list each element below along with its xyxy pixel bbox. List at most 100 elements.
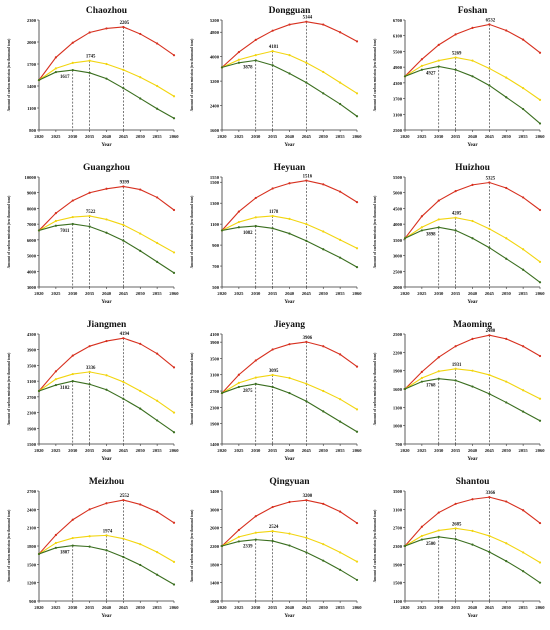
chart-title: Qingyuan	[269, 477, 310, 487]
data-point	[322, 23, 325, 26]
chart-title: Foshan	[458, 6, 488, 16]
y-axis-label: Amount of carbon emission (ten thousand …	[190, 509, 194, 582]
y-tick-label: 900	[29, 599, 37, 604]
data-point	[454, 379, 457, 382]
x-tick-label: 2045	[119, 134, 129, 139]
data-point	[437, 43, 440, 46]
x-tick-label: 2060	[352, 448, 362, 453]
data-point	[538, 419, 542, 422]
series-line-high	[221, 499, 358, 547]
x-tick-label: 2030	[251, 605, 261, 610]
data-point	[305, 81, 308, 84]
data-point	[288, 232, 291, 235]
x-tick-label: 2030	[68, 448, 78, 453]
data-point	[355, 408, 359, 411]
x-tick-label: 2050	[319, 291, 329, 296]
data-point	[156, 352, 159, 355]
x-tick-label: 2055	[153, 291, 163, 296]
data-point	[538, 581, 542, 584]
data-point	[339, 256, 342, 259]
x-tick-label: 2055	[153, 134, 163, 139]
data-point	[122, 337, 125, 340]
y-tick-label: 1700	[27, 62, 37, 67]
data-point	[471, 26, 474, 29]
series-line-high	[404, 23, 541, 77]
data-point	[122, 87, 125, 90]
x-axis-label: Year	[101, 613, 112, 619]
x-tick-label: 2030	[68, 291, 78, 296]
data-point	[88, 370, 91, 373]
data-point	[254, 359, 257, 362]
data-point	[254, 538, 257, 541]
x-tick-label: 2060	[169, 448, 179, 453]
data-point	[54, 67, 57, 70]
x-tick-label: 2025	[234, 605, 244, 610]
data-label: 2524	[269, 525, 279, 530]
x-tick-label: 2055	[336, 448, 346, 453]
series-line-high	[38, 337, 175, 392]
x-tick-label: 2055	[519, 134, 529, 139]
chart-panel-huizhou: Huizhou 2000 2500 3000 3500 4000 4500 5000 5500 2…	[368, 159, 546, 316]
data-point	[172, 95, 176, 98]
data-point	[437, 65, 440, 68]
data-point	[437, 226, 440, 229]
data-point	[322, 230, 325, 233]
data-point	[339, 551, 342, 554]
x-tick-label: 2035	[268, 448, 278, 453]
x-tick-label: 2020	[400, 448, 410, 453]
data-point	[339, 190, 342, 193]
data-point	[254, 224, 257, 228]
line-chart: Guangzhou 3000 4000 5000 6000 7000 8000 9000 100…	[7, 163, 179, 305]
data-point	[254, 216, 257, 219]
x-tick-label: 2025	[234, 291, 244, 296]
data-point	[71, 536, 74, 540]
x-tick-label: 2045	[485, 291, 495, 296]
data-point	[139, 32, 142, 36]
data-point	[105, 27, 108, 30]
y-tick-label: 3100	[393, 507, 403, 512]
x-tick-label: 2025	[51, 448, 61, 453]
data-point	[505, 257, 508, 260]
data-point	[254, 59, 257, 62]
data-point	[237, 535, 240, 538]
data-point	[305, 536, 308, 539]
data-point	[71, 544, 74, 547]
x-tick-label: 2030	[251, 291, 261, 296]
y-tick-label: 3000	[210, 507, 220, 512]
data-point	[37, 229, 41, 232]
data-point	[288, 500, 291, 504]
data-label: 3200	[303, 494, 313, 499]
data-point	[488, 392, 491, 395]
chart-title: Jiangmen	[87, 320, 127, 330]
data-point	[172, 560, 176, 563]
y-tick-label: 3100	[393, 112, 403, 117]
x-tick-label: 2020	[34, 448, 44, 453]
data-point	[220, 66, 224, 69]
x-tick-label: 2020	[34, 605, 44, 610]
data-point	[339, 353, 342, 356]
data-point	[105, 339, 108, 343]
y-tick-label: 1500	[210, 180, 220, 185]
data-point	[271, 385, 274, 389]
y-tick-label: 2500	[393, 269, 403, 274]
data-point	[305, 340, 308, 344]
y-tick-label: 3100	[210, 373, 220, 378]
data-point	[172, 431, 176, 434]
data-point	[505, 186, 508, 190]
y-tick-label: 4800	[210, 30, 220, 35]
x-tick-label: 2050	[502, 134, 512, 139]
data-point	[538, 397, 542, 400]
y-tick-label: 10000	[25, 175, 37, 180]
x-axis-label: Year	[467, 613, 478, 619]
data-point	[105, 502, 108, 505]
series-line-mid	[38, 215, 175, 253]
chart-panel-qingyuan: Qingyuan 1000 1400 1800 2200 2600 3000 3400 2020…	[185, 473, 363, 630]
y-tick-label: 1100	[27, 106, 37, 111]
data-point	[437, 199, 440, 202]
data-point	[538, 51, 542, 54]
x-tick-label: 2055	[519, 291, 529, 296]
x-tick-label: 2060	[352, 291, 362, 296]
x-tick-label: 2045	[119, 291, 129, 296]
series-line-high	[38, 185, 175, 231]
x-tick-label: 2045	[302, 448, 312, 453]
